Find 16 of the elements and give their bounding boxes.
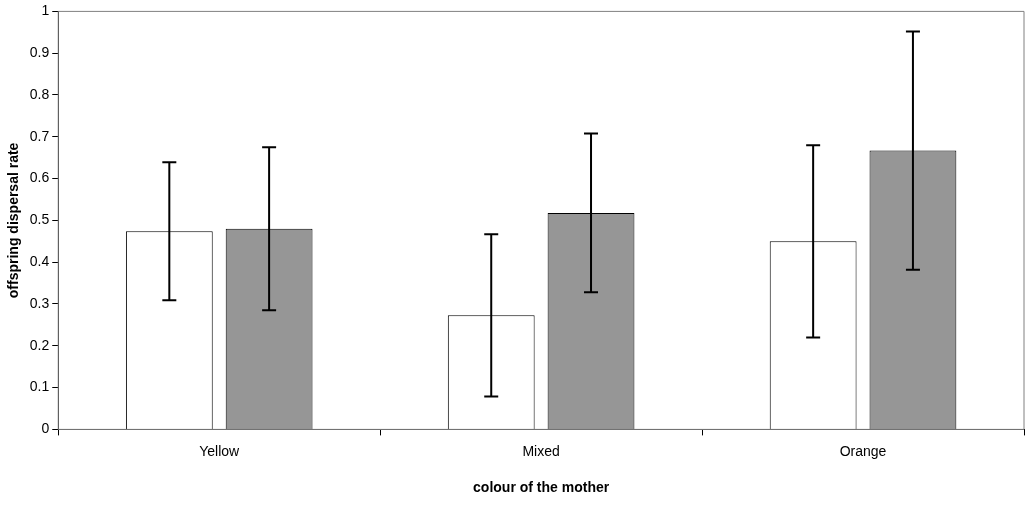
y-tick-label: 0.6 bbox=[29, 169, 50, 186]
x-axis-title: colour of the mother bbox=[473, 479, 610, 496]
y-tick-label: 0 bbox=[41, 420, 50, 437]
y-tick-label: 0.2 bbox=[29, 336, 50, 353]
x-tick-label: Yellow bbox=[199, 442, 241, 459]
x-tick-label: Orange bbox=[839, 442, 887, 459]
y-tick-label: 0.3 bbox=[29, 294, 50, 311]
y-axis-title: offspring dispersal rate bbox=[5, 142, 22, 299]
y-tick-label: 0.9 bbox=[29, 44, 50, 61]
y-tick-label: 0.8 bbox=[29, 85, 50, 102]
x-tick-label: Mixed bbox=[522, 442, 560, 459]
y-tick-label: 1 bbox=[41, 2, 50, 19]
y-tick-label: 0.7 bbox=[29, 127, 50, 144]
y-tick-label: 0.1 bbox=[29, 378, 50, 395]
y-tick-label: 0.5 bbox=[29, 211, 50, 228]
y-tick-label: 0.4 bbox=[29, 253, 50, 270]
